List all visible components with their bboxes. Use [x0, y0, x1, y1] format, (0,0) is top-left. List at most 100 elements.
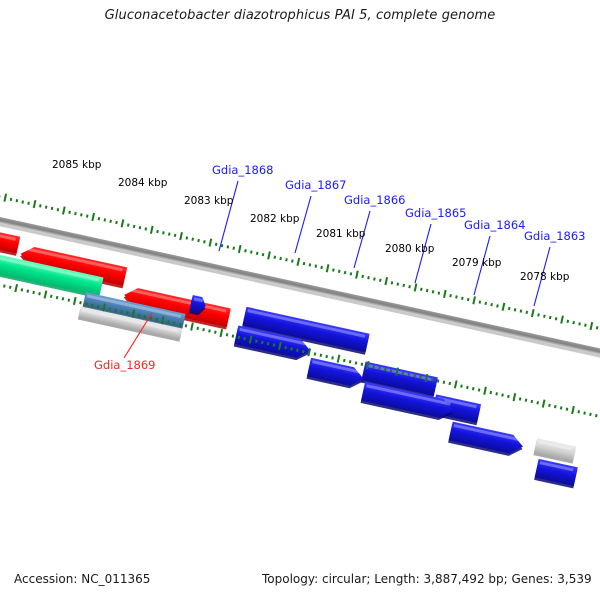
- ruler-tick-minor: [507, 306, 511, 311]
- ruler-tick-minor: [449, 294, 452, 298]
- ruler-tick-minor: [589, 412, 592, 417]
- ruler-tick-minor: [226, 245, 230, 249]
- ruler-tick-minor: [413, 374, 416, 378]
- ruler-tick-minor: [184, 324, 188, 328]
- ruler-tick-minor: [407, 372, 411, 377]
- ruler-tick-major: [179, 232, 183, 241]
- ruler-tick-major: [72, 296, 77, 306]
- gene-label-gdia_1869[interactable]: Gdia_1869: [94, 358, 155, 372]
- ruler-tick-minor: [26, 289, 30, 293]
- ruler-tick-minor: [96, 304, 100, 309]
- ruler-tick-minor: [314, 264, 318, 268]
- ruler-tick-minor: [430, 378, 434, 382]
- ruler-tick-minor: [273, 255, 277, 259]
- ruler-tick-minor: [320, 265, 323, 270]
- ruler-tick-major: [336, 354, 341, 363]
- ruler-tick-minor: [419, 375, 422, 379]
- ruler-tick-minor: [15, 199, 19, 203]
- ruler-tick-major: [443, 289, 447, 299]
- ruler-tick-minor: [143, 315, 147, 319]
- cds-blue-marker[interactable]: [188, 295, 208, 316]
- cds-red-1[interactable]: [0, 227, 21, 256]
- cds-silver-2[interactable]: [533, 438, 577, 464]
- ruler-tick-minor: [85, 214, 89, 218]
- ruler-tick-minor: [284, 345, 287, 350]
- ruler-label-layer: 2085 kbp 2084 kbp 2083 kbp 2082 kbp 2081 kbp…: [52, 159, 570, 283]
- cds-green-1[interactable]: [0, 254, 104, 299]
- ruler-tick-major: [14, 283, 18, 293]
- ruler-tick-minor: [524, 398, 528, 402]
- ruler-tick-minor: [495, 392, 498, 396]
- gene-label-gdia_1867[interactable]: Gdia_1867: [285, 178, 346, 192]
- ruler-tick-minor: [162, 231, 165, 235]
- ruler-tick-minor: [167, 320, 170, 324]
- ruler-tick-minor: [342, 358, 346, 363]
- ruler-tick-minor: [548, 315, 552, 320]
- gene-label-gdia_1868[interactable]: Gdia_1868: [212, 163, 273, 177]
- ruler-tick-major: [237, 244, 242, 254]
- ruler-tick-minor: [231, 334, 235, 338]
- ruler-tick-major: [424, 373, 429, 383]
- ruler-tick-minor: [196, 326, 200, 331]
- ruler-tick-major: [589, 321, 594, 331]
- gene-label-gdia_1863[interactable]: Gdia_1863: [524, 229, 585, 243]
- gene-leader-line: [473, 235, 491, 296]
- ruler-tick-minor: [477, 388, 481, 392]
- gene-leader-line: [414, 223, 432, 284]
- ruler-tick-minor: [149, 316, 153, 320]
- ruler-tick-minor: [308, 263, 312, 267]
- cds-blue-row2-d[interactable]: [448, 421, 525, 459]
- genome-backbone[interactable]: [0, 210, 600, 367]
- ruler-tick-major: [307, 348, 312, 357]
- ruler-tick-minor: [178, 322, 182, 327]
- ruler-label: 2083 kbp: [184, 195, 234, 207]
- ruler-tick-minor: [103, 218, 107, 222]
- ruler-tick-minor: [220, 243, 224, 248]
- ruler-tick-minor: [225, 333, 229, 337]
- ruler-tick-major: [62, 206, 66, 215]
- ruler-tick-minor: [126, 311, 129, 315]
- ruler-tick-minor: [296, 348, 299, 352]
- ruler-tick-minor: [419, 287, 423, 291]
- ruler-tick-minor: [185, 236, 189, 240]
- feature-track-layer: [0, 227, 578, 489]
- ruler-tick-major: [160, 316, 165, 325]
- ruler-tick-major: [248, 335, 253, 344]
- ruler-tick-major: [483, 386, 487, 395]
- ruler-tick-minor: [496, 304, 499, 308]
- ruler-tick-major: [355, 270, 359, 279]
- gene-label-gdia_1864[interactable]: Gdia_1864: [464, 218, 525, 232]
- ruler-tick-minor: [132, 224, 136, 229]
- ruler-tick-minor: [191, 237, 195, 241]
- cds-blue-row1-a[interactable]: [241, 306, 370, 355]
- ruler-tick-minor: [543, 314, 546, 318]
- ruler-tick-minor: [9, 197, 13, 202]
- ruler-tick-minor: [331, 356, 334, 360]
- genome-summary-label: Topology: circular; Length: 3,887,492 bp…: [262, 572, 592, 586]
- gene-label-gdia_1866[interactable]: Gdia_1866: [344, 193, 405, 207]
- ruler-tick-minor: [484, 301, 488, 306]
- ruler-tick-major: [541, 399, 546, 408]
- ruler-tick-minor: [343, 270, 347, 275]
- cds-blue-row2-c[interactable]: [360, 381, 455, 423]
- ruler-tick-minor: [372, 365, 375, 369]
- ruler-tick-minor: [348, 360, 352, 364]
- cds-blue-row2-b[interactable]: [306, 357, 365, 391]
- ruler-tick-minor: [208, 329, 211, 333]
- ruler-tick-minor: [44, 205, 48, 209]
- ruler-tick-minor: [49, 294, 53, 298]
- ruler-tick-minor: [537, 313, 540, 317]
- cds-silver-1[interactable]: [77, 306, 183, 342]
- gene-label-gdia_1865[interactable]: Gdia_1865: [405, 206, 466, 220]
- ruler-tick-minor: [373, 277, 376, 281]
- ruler-tick-major: [571, 405, 575, 415]
- ruler-label: 2078 kbp: [520, 271, 570, 283]
- cds-blue-row2-e[interactable]: [534, 458, 578, 489]
- ruler-tick-major: [501, 302, 506, 311]
- cds-blue-row1-b[interactable]: [360, 361, 438, 399]
- ruler-tick-minor: [90, 303, 94, 307]
- ruler-tick-minor: [21, 200, 25, 204]
- ruler-tick-minor: [402, 283, 406, 288]
- ruler-tick-minor: [80, 213, 83, 217]
- ruler-tick-major: [149, 225, 154, 234]
